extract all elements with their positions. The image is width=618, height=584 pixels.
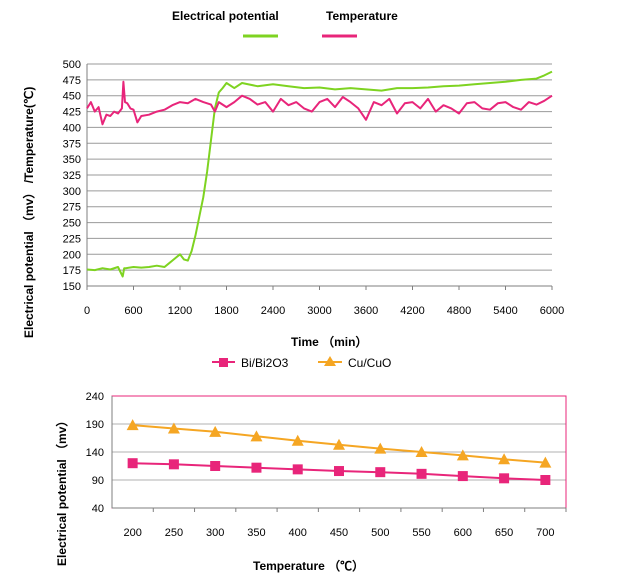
- chart2-plot: 40 90 140 190 240 200 250 300 350 400 450 500 550 600…: [86, 391, 567, 539]
- point-cu-cuo: [209, 425, 222, 437]
- point-cu-cuo: [374, 442, 387, 454]
- chart2-x-tick-label: 350: [247, 527, 265, 539]
- point-bi-bi2o3: [251, 462, 262, 473]
- point-bi-bi2o3: [127, 458, 138, 469]
- chart1-plot: 150 175 200 225 250 275 300 325 350 375 400 425 450 4…: [63, 59, 565, 317]
- point-bi-bi2o3: [457, 471, 468, 482]
- chart2-x-tick-label: 450: [330, 527, 348, 539]
- point-bi-bi2o3: [334, 466, 344, 477]
- point-cu-cuo: [333, 438, 345, 450]
- chart1-x-tick-label: 2400: [261, 305, 285, 317]
- chart1-y-tick-label: 200: [63, 249, 81, 261]
- point-bi-bi2o3: [168, 459, 179, 470]
- chart2-y-tick-label: 190: [86, 419, 104, 431]
- point-cu-cuo: [456, 449, 469, 461]
- chart2-x-tick-label: 600: [454, 527, 472, 539]
- chart1-x-tick-label: 6000: [540, 305, 564, 317]
- chart2-y-axis-label: Electrical potential （mv）: [54, 415, 69, 566]
- point-cu-cuo: [126, 419, 139, 431]
- chart2-y-tick-label: 140: [86, 447, 104, 459]
- legend-label-temperature: Temperature: [326, 9, 398, 23]
- series-line-temperature: [86, 80, 553, 126]
- chart1-x-tick-label: 4200: [400, 305, 424, 317]
- chart1-y-tick-label: 425: [63, 107, 81, 119]
- point-cu-cuo: [250, 430, 263, 442]
- series-line-electrical-potential: [86, 70, 553, 278]
- point-cu-cuo: [539, 456, 552, 468]
- chart1-x-axis-label: Time （min）: [291, 334, 367, 349]
- chart2-x-tick-label: 500: [371, 527, 389, 539]
- chart2-x-tick-label: 550: [412, 527, 430, 539]
- legend-label-electrical-potential: Electrical potential: [172, 9, 279, 23]
- chart1-x-tick-label: 1200: [168, 305, 192, 317]
- point-bi-bi2o3: [416, 468, 427, 479]
- point-bi-bi2o3: [499, 473, 510, 484]
- chart2-x-tick-label: 300: [206, 527, 224, 539]
- point-cu-cuo: [291, 434, 304, 446]
- chart2-y-tick-label: 240: [86, 391, 104, 403]
- chart1-y-axis-label: Electrical potential （mv） /Temperature(℃…: [21, 87, 36, 338]
- chart2-x-tick-label: 700: [536, 527, 554, 539]
- chart1-y-tick-label: 500: [63, 59, 81, 71]
- point-bi-bi2o3: [292, 464, 303, 475]
- chart2-y-tick-label: 90: [92, 475, 104, 487]
- point-bi-bi2o3: [375, 467, 386, 478]
- chart2-x-tick-label: 400: [289, 527, 307, 539]
- chart1-x-tick-label: 0: [84, 305, 90, 317]
- point-bi-bi2o3: [540, 475, 551, 485]
- chart1-x-tick-label: 1800: [214, 305, 238, 317]
- point-bi-bi2o3: [210, 461, 221, 471]
- chart1-y-tick-label: 375: [63, 138, 81, 150]
- legend-marker-cu-cuo: [324, 356, 336, 366]
- legend-label-bi-bi2o3: Bi/Bi2O3: [241, 356, 289, 370]
- chart1-x-tick-label: 600: [124, 305, 142, 317]
- chart1-y-tick-label: 250: [63, 218, 81, 230]
- chart1-x-tick-label: 4800: [447, 305, 471, 317]
- chart1-y-tick-label: 325: [63, 170, 81, 182]
- chart1-y-tick-label: 350: [63, 154, 81, 166]
- legend-label-cu-cuo: Cu/CuO: [348, 356, 391, 370]
- chart1-x-tick-label: 3000: [307, 305, 331, 317]
- point-cu-cuo: [167, 422, 180, 434]
- chart1-y-tick-label: 150: [63, 281, 81, 293]
- chart2-x-axis-label: Temperature （℃）: [253, 558, 364, 573]
- chart1-y-tick-label: 475: [63, 75, 81, 87]
- chart1-y-tick-label: 225: [63, 233, 81, 245]
- chart1-y-tick-label: 275: [63, 202, 81, 214]
- chart2-x-tick-label: 650: [495, 527, 513, 539]
- chart1-y-tick-label: 450: [63, 91, 81, 103]
- chart1-y-tick-label: 300: [63, 186, 81, 198]
- point-cu-cuo: [498, 453, 511, 465]
- chart2-x-tick-label: 200: [123, 527, 141, 539]
- chart1-x-tick-label: 5400: [493, 305, 517, 317]
- chart2-x-tick-label: 250: [165, 527, 183, 539]
- chart2-y-tick-label: 40: [92, 503, 104, 515]
- chart1-y-tick-label: 175: [63, 265, 81, 277]
- chart1-x-tick-label: 3600: [354, 305, 378, 317]
- point-cu-cuo: [415, 446, 428, 457]
- chart1-y-tick-label: 400: [63, 122, 81, 134]
